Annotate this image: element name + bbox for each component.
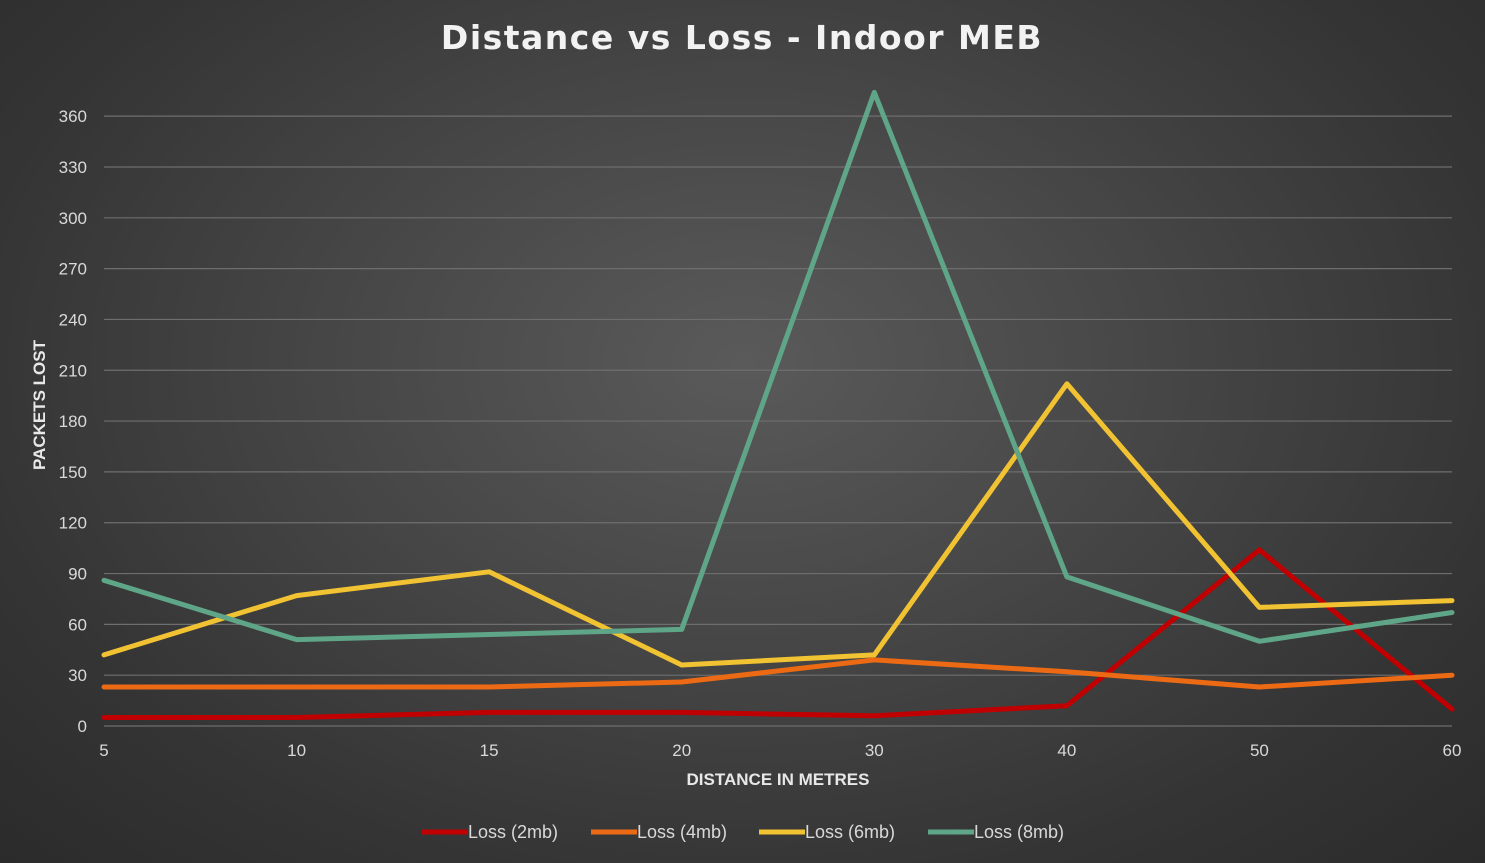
- x-tick-label: 20: [672, 741, 691, 760]
- legend-label: Loss (2mb): [468, 822, 558, 842]
- y-tick-label: 240: [59, 310, 87, 329]
- chart-title: Distance vs Loss - Indoor MEB: [441, 18, 1043, 57]
- x-tick-label: 10: [287, 741, 306, 760]
- y-tick-label: 360: [59, 107, 87, 126]
- x-tick-label: 5: [99, 741, 108, 760]
- x-tick-label: 50: [1250, 741, 1269, 760]
- series-line: [101, 547, 1455, 720]
- x-axis-ticks: 5 10 15 20 30 40 50 60: [99, 741, 1461, 760]
- x-tick-label: 15: [480, 741, 499, 760]
- y-tick-label: 60: [68, 615, 87, 634]
- y-tick-label: 300: [59, 209, 87, 228]
- y-tick-label: 90: [68, 565, 87, 584]
- legend-label: Loss (6mb): [805, 822, 895, 842]
- gridlines: [104, 115, 1452, 727]
- series-lines: [101, 89, 1455, 720]
- x-tick-label: 40: [1057, 741, 1076, 760]
- y-tick-label: 30: [68, 666, 87, 685]
- y-tick-label: 330: [59, 158, 87, 177]
- legend-label: Loss (8mb): [974, 822, 1064, 842]
- y-axis-title: PACKETS LOST: [30, 339, 49, 470]
- x-tick-label: 60: [1443, 741, 1462, 760]
- legend-label: Loss (4mb): [637, 822, 727, 842]
- y-axis-ticks: 0 30 60 90 120 150 180 210 240 270 300 330 360: [59, 107, 87, 736]
- series-line: [101, 657, 1455, 690]
- y-tick-label: 150: [59, 463, 87, 482]
- legend: Loss (2mb) Loss (4mb) Loss (6mb) Loss (8mb): [422, 822, 1064, 842]
- x-axis-title: DISTANCE IN METRES: [687, 770, 870, 789]
- y-tick-label: 270: [59, 260, 87, 279]
- y-tick-label: 120: [59, 514, 87, 533]
- y-tick-label: 180: [59, 412, 87, 431]
- series-line: [101, 381, 1455, 668]
- y-tick-label: 0: [78, 717, 87, 736]
- x-tick-label: 30: [865, 741, 884, 760]
- y-tick-label: 210: [59, 361, 87, 380]
- series-line: [101, 89, 1455, 644]
